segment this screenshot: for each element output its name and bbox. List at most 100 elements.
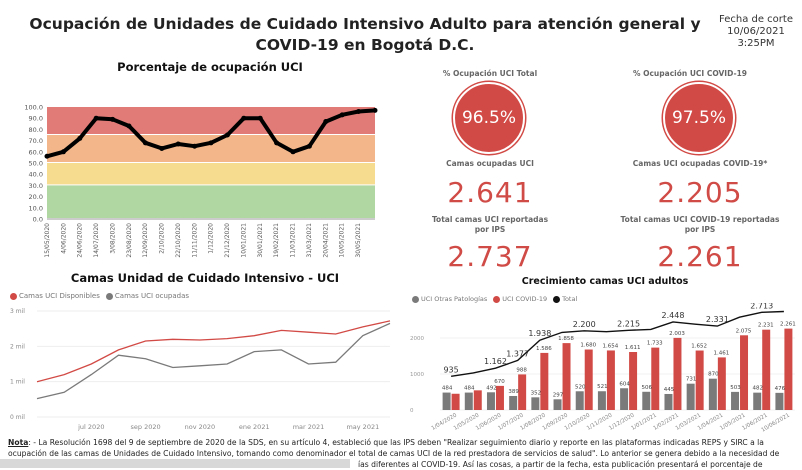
- y-tick-label: 60.0: [29, 148, 43, 156]
- data-point: [159, 145, 165, 151]
- bar-otras: [708, 378, 717, 410]
- data-point: [372, 107, 378, 113]
- y-tick-label: 0.0: [33, 216, 43, 224]
- x-tick-label: ene 2021: [239, 423, 270, 431]
- bar-covid: [762, 329, 771, 410]
- data-point: [93, 115, 99, 121]
- bar-label: 1.733: [647, 341, 663, 347]
- bar-label: 492: [486, 385, 497, 391]
- y-tick-label: 40.0: [29, 171, 43, 179]
- y-tick-label: 1000: [410, 372, 424, 378]
- x-tick-label: mar 2021: [293, 423, 325, 431]
- data-point: [290, 149, 296, 155]
- data-point: [224, 132, 230, 138]
- bar-label: 389: [508, 389, 519, 395]
- bar-otras: [731, 391, 740, 410]
- data-point: [192, 143, 198, 149]
- bar-covid: [784, 328, 793, 410]
- x-tick-label: 19/02/2021: [273, 223, 280, 258]
- beds-chart: 0 mil 1 mil 2 mil 3 mil jul 2020 sep 2020 nov …: [10, 308, 391, 431]
- beds-chart-title: Camas Unidad de Cuidado Intensivo - UCI: [70, 271, 340, 285]
- x-tick-label: 23/08/2020: [126, 223, 133, 258]
- bar-otras: [442, 392, 451, 410]
- total-label: 2.331: [706, 315, 729, 324]
- growth-chart-legend: UCI Otras Patologías UCI COVID-19 Total: [412, 295, 577, 303]
- total-label: 1.938: [528, 329, 551, 338]
- bar-covid: [695, 350, 704, 410]
- data-point: [274, 140, 280, 146]
- kpi-label: Camas ocupadas UCI: [446, 159, 534, 168]
- x-tick-label: 30/05/2021: [355, 223, 362, 258]
- bar-covid: [473, 390, 482, 410]
- bar-label: 503: [730, 385, 741, 391]
- x-tick-label: 10/05/2021: [339, 223, 346, 258]
- total-line: [450, 310, 784, 377]
- x-tick-label: 14/07/2020: [93, 223, 100, 258]
- x-tick-label: may 2021: [346, 423, 379, 431]
- bar-label: 1.680: [580, 343, 596, 349]
- data-point: [208, 140, 214, 146]
- bar-label: 670: [494, 379, 505, 385]
- kpi-total-covid: 2.261: [657, 240, 743, 273]
- footnote-label: Nota: [8, 438, 29, 447]
- x-tick-label: 4/06/2020: [60, 223, 67, 254]
- bar-covid: [584, 349, 593, 410]
- bar-label: 521: [597, 384, 608, 390]
- bar-otras: [664, 393, 673, 410]
- bar-label: 352: [531, 390, 542, 396]
- y-tick-label: 10.0: [29, 204, 43, 212]
- bar-otras: [553, 399, 562, 410]
- data-point: [126, 123, 132, 129]
- bar-label: 445: [664, 387, 675, 393]
- legend-item[interactable]: Total: [553, 295, 577, 303]
- page-title: Ocupación de Unidades de Cuidado Intensi…: [29, 15, 701, 54]
- legend-item[interactable]: Camas UCI ocupadas: [105, 292, 189, 300]
- legend-item[interactable]: UCI Otras Patologías: [412, 295, 487, 303]
- y-tick-label: 100.0: [24, 104, 43, 112]
- x-tick-label: 20/04/2021: [322, 223, 329, 258]
- y-tick-label: 80.0: [29, 126, 43, 134]
- y-tick-label: 2000: [410, 336, 424, 342]
- bar-covid: [518, 374, 527, 410]
- y-tick-label: 0: [410, 408, 414, 414]
- beds-chart-legend: Camas UCI Disponibles Camas UCI ocupadas: [10, 292, 189, 300]
- bar-otras: [509, 395, 518, 410]
- legend-item[interactable]: Camas UCI Disponibles: [10, 292, 100, 300]
- y-tick-label: 0 mil: [10, 414, 25, 421]
- bar-label: 1.586: [536, 346, 552, 352]
- total-label: 1.377: [506, 349, 529, 358]
- cutoff-label: Fecha de corte: [719, 14, 793, 25]
- data-point: [44, 153, 50, 159]
- bar-label: 1.654: [603, 343, 619, 349]
- bar-otras: [753, 392, 762, 410]
- bar-covid: [629, 352, 638, 410]
- total-label: 2.713: [750, 303, 773, 310]
- x-tick-label: 11/11/2020: [191, 223, 198, 258]
- bar-label: 988: [516, 367, 527, 373]
- bar-label: 484: [464, 386, 475, 392]
- cutoff-time: 3:25PM: [737, 38, 775, 49]
- data-point: [110, 116, 116, 122]
- bar-covid: [740, 335, 749, 410]
- y-tick-label: 50.0: [29, 160, 43, 168]
- y-tick-label: 20.0: [29, 193, 43, 201]
- legend-item[interactable]: UCI COVID-19: [493, 295, 547, 303]
- bar-covid: [540, 352, 549, 410]
- bar-otras: [597, 391, 606, 410]
- bar-otras: [575, 391, 584, 410]
- bar-label: 506: [642, 385, 653, 391]
- x-tick-label: 30/01/2021: [257, 223, 264, 258]
- x-tick-label: 1/12/2020: [208, 223, 215, 254]
- y-tick-label: 30.0: [29, 182, 43, 190]
- data-point: [339, 112, 345, 118]
- bar-covid: [673, 337, 682, 410]
- threshold-band: [47, 185, 375, 218]
- bar-covid: [606, 350, 615, 410]
- kpi-total: 2.737: [447, 240, 533, 273]
- kpi-camas-covid: 2.205: [657, 176, 743, 209]
- x-tick-label: 10/01/2021: [240, 223, 247, 258]
- bar-label: 1.611: [625, 345, 641, 351]
- bar-label: 2.003: [669, 331, 685, 337]
- total-label: 2.200: [573, 320, 596, 329]
- x-tick-label: 24/06/2020: [77, 223, 84, 258]
